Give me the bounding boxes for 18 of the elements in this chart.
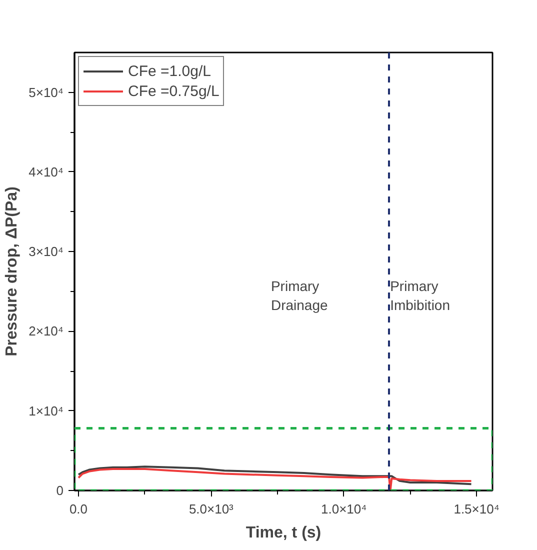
y-tick-label: 4×10⁴ <box>28 164 64 180</box>
y-tick-label: 0 <box>56 483 64 498</box>
x-tick-label: 1.5×10⁴ <box>454 502 500 516</box>
y-tick-label: 2×10⁴ <box>28 324 64 339</box>
y-tick-label: 1×10⁴ <box>28 403 64 418</box>
y-axis-title: Pressure drop, ΔP(Pa) <box>4 186 21 356</box>
legend-label: CFe =1.0g/L <box>128 62 211 80</box>
y-tick-label: 3×10⁴ <box>28 244 64 260</box>
legend-label: CFe =0.75g/L <box>128 82 220 100</box>
annotation: Primary Imbibition <box>390 278 450 314</box>
x-axis-title: Time, t (s) <box>246 524 322 542</box>
x-tick-label: 5.0×10³ <box>188 502 234 516</box>
y-tick-label: 5×10⁴ <box>28 84 64 100</box>
annotation: Primary Drainage <box>270 278 328 314</box>
line-series <box>77 468 472 490</box>
x-tick-label: 1.0×10⁴ <box>321 502 367 516</box>
line-series <box>77 466 472 486</box>
x-tick-label: 0.0 <box>69 502 88 516</box>
